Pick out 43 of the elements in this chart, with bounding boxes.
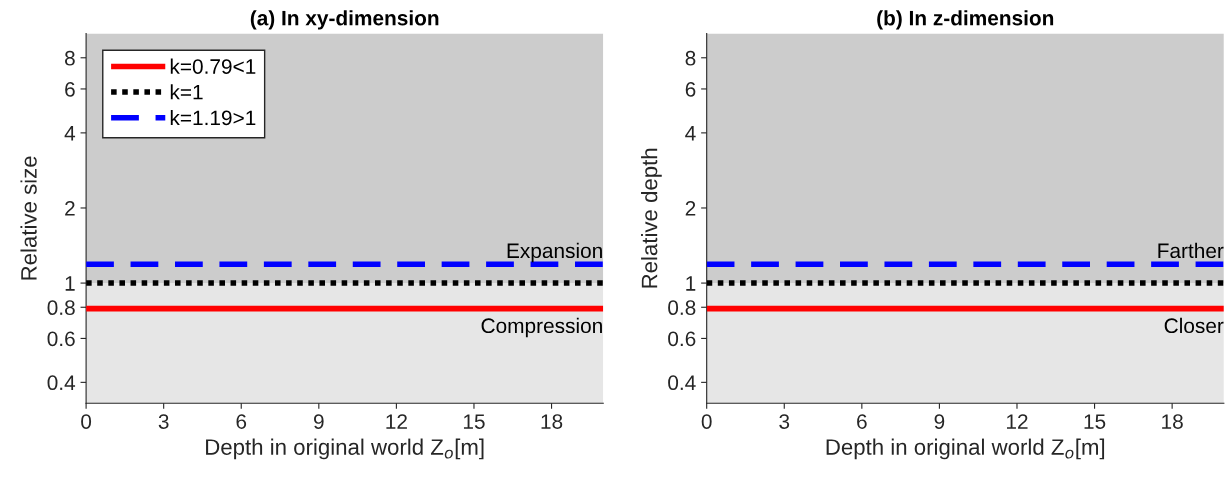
y-tick-label: 0.6 — [668, 331, 696, 347]
x-tick-label: 12 — [386, 414, 407, 429]
x-tick-label: 15 — [463, 414, 485, 429]
y-tick-label: 2 — [685, 200, 696, 216]
x-tick-label: 18 — [541, 414, 563, 429]
legend-label: k=1 — [170, 84, 203, 100]
chart-title: (b) In z-dimension — [877, 10, 1054, 30]
y-tick-label: 0.8 — [47, 300, 75, 316]
y-tick-label: 0.6 — [47, 331, 75, 347]
y-tick-label: 6 — [685, 81, 696, 97]
y-tick-label: 0.4 — [668, 375, 696, 391]
x-tick-label: 12 — [1006, 414, 1028, 429]
band-label: Compression — [481, 317, 602, 338]
chart-title: (a) In xy-dimension — [250, 10, 439, 30]
legend-label: k=1.19>1 — [170, 109, 256, 126]
y-tick-label: 8 — [65, 50, 75, 66]
x-axis-title: Depth in original world Z$_{o}$[m] — [826, 438, 1105, 460]
y-tick-label: 1 — [65, 276, 75, 291]
y-tick-label: 0.4 — [47, 375, 76, 391]
y-axis-title: Relative depth — [641, 148, 662, 288]
x-tick-label: 3 — [779, 414, 790, 429]
x-tick-label: 3 — [158, 414, 169, 429]
x-tick-label: 18 — [1162, 414, 1183, 429]
x-axis-title: Depth in original world Z$_{o}$[m] — [206, 438, 484, 460]
y-tick-label: 1 — [686, 276, 696, 291]
band-label: Closer — [1164, 317, 1224, 334]
x-tick-label: 15 — [1084, 414, 1106, 429]
y-tick-label: 8 — [685, 50, 696, 66]
y-tick-label: 4 — [64, 126, 76, 141]
y-tick-label: 0.8 — [668, 300, 696, 316]
x-tick-label: 9 — [314, 414, 324, 429]
y-tick-label: 2 — [65, 200, 75, 216]
y-tick-label: 6 — [65, 81, 75, 97]
x-tick-label: 0 — [81, 414, 92, 429]
x-tick-label: 9 — [934, 414, 945, 429]
x-tick-label: 6 — [236, 414, 247, 429]
y-tick-label: 4 — [685, 126, 696, 141]
legend-label: k=0.79<1 — [170, 58, 256, 74]
band-label: Farther — [1158, 242, 1224, 259]
x-tick-label: 6 — [857, 414, 867, 429]
band-label: Expansion — [507, 242, 602, 263]
x-tick-label: 0 — [701, 414, 712, 429]
y-axis-title: Relative size — [20, 156, 37, 280]
